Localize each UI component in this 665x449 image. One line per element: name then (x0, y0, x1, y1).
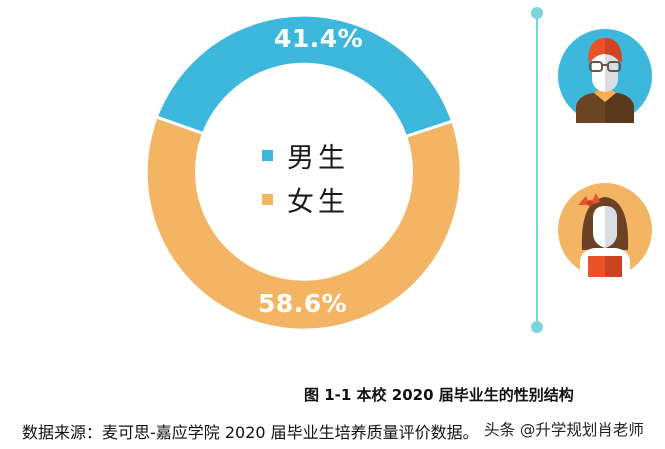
legend-item-male: 男生 (262, 133, 349, 177)
legend-swatch-male (262, 149, 273, 161)
data-source-note: 数据来源：麦可思-嘉应学院 2020 届毕业生培养质量评价数据。 (22, 423, 479, 442)
segment-gap-right (406, 120, 452, 138)
legend-label-male: 男生 (287, 142, 349, 174)
donut-ring (147, 16, 460, 329)
timeline (531, 7, 543, 333)
timeline-dot-bottom (531, 321, 543, 333)
female-student-avatar-icon (558, 183, 652, 277)
female-segment (147, 117, 460, 329)
segment-gap-left (157, 115, 203, 135)
legend-swatch-female (262, 193, 273, 205)
legend-label-female: 女生 (287, 186, 349, 218)
male-percentage-label: 41.4% (274, 24, 364, 53)
timeline-dot-top (531, 7, 543, 19)
figure-caption: 图 1-1 本校 2020 届毕业生的性别结构 (304, 386, 574, 404)
female-percentage-label: 58.6% (258, 289, 348, 318)
male-student-avatar-icon (558, 29, 652, 123)
legend-item-female: 女生 (262, 177, 349, 221)
male-segment (157, 16, 452, 137)
watermark: 头条 @升学规划肖老师 (484, 421, 644, 439)
chart-legend: 男生 女生 (262, 133, 349, 221)
